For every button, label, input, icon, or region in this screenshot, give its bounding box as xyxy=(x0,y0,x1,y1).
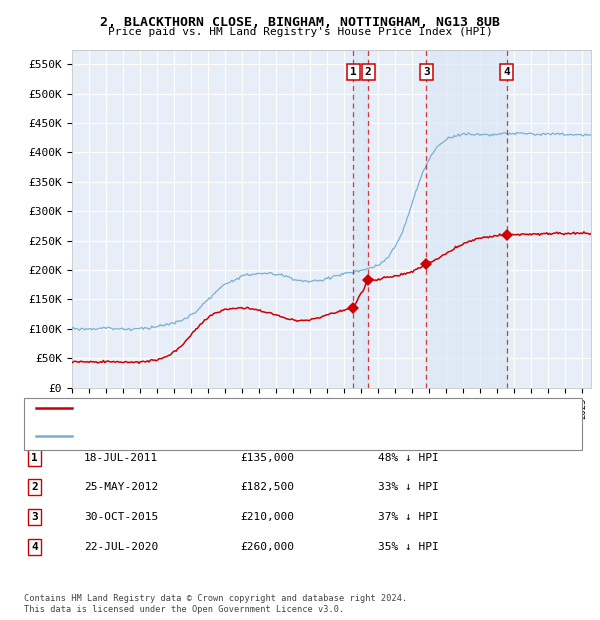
Text: £135,000: £135,000 xyxy=(240,453,294,463)
Text: 3: 3 xyxy=(31,512,38,522)
Text: 18-JUL-2011: 18-JUL-2011 xyxy=(84,453,158,463)
Text: 30-OCT-2015: 30-OCT-2015 xyxy=(84,512,158,522)
Text: 4: 4 xyxy=(503,67,510,77)
Text: 25-MAY-2012: 25-MAY-2012 xyxy=(84,482,158,492)
Text: 2: 2 xyxy=(365,67,371,77)
Text: 48% ↓ HPI: 48% ↓ HPI xyxy=(378,453,439,463)
Text: 3: 3 xyxy=(423,67,430,77)
Text: 2, BLACKTHORN CLOSE, BINGHAM, NOTTINGHAM, NG13 8UB: 2, BLACKTHORN CLOSE, BINGHAM, NOTTINGHAM… xyxy=(100,16,500,29)
Text: 37% ↓ HPI: 37% ↓ HPI xyxy=(378,512,439,522)
Text: £210,000: £210,000 xyxy=(240,512,294,522)
Bar xyxy=(427,50,507,388)
Text: HPI: Average price, detached house, Rushcliffe: HPI: Average price, detached house, Rush… xyxy=(81,431,351,441)
Text: £182,500: £182,500 xyxy=(240,482,294,492)
Text: Price paid vs. HM Land Registry's House Price Index (HPI): Price paid vs. HM Land Registry's House … xyxy=(107,27,493,37)
Bar xyxy=(353,50,368,388)
Text: 2: 2 xyxy=(31,482,38,492)
Text: 35% ↓ HPI: 35% ↓ HPI xyxy=(378,542,439,552)
Text: 1: 1 xyxy=(350,67,357,77)
Text: 4: 4 xyxy=(31,542,38,552)
Text: 22-JUL-2020: 22-JUL-2020 xyxy=(84,542,158,552)
Text: Contains HM Land Registry data © Crown copyright and database right 2024.
This d: Contains HM Land Registry data © Crown c… xyxy=(24,595,407,614)
Text: 33% ↓ HPI: 33% ↓ HPI xyxy=(378,482,439,492)
Text: £260,000: £260,000 xyxy=(240,542,294,552)
Text: 2, BLACKTHORN CLOSE, BINGHAM, NOTTINGHAM, NG13 8UB (detached house): 2, BLACKTHORN CLOSE, BINGHAM, NOTTINGHAM… xyxy=(81,403,475,414)
Text: 1: 1 xyxy=(31,453,38,463)
